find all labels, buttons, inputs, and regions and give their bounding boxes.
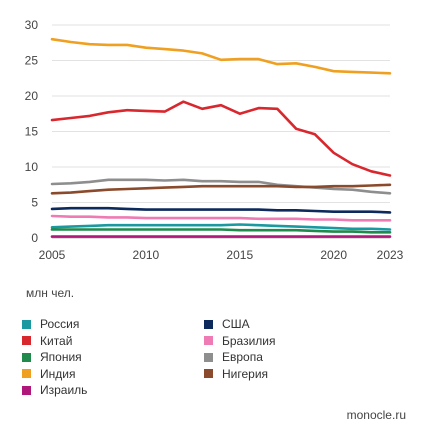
series-line-8 (50, 183, 392, 195)
legend-item: Индия (22, 367, 75, 381)
y-axis-ticks: 0 5 10 15 20 25 30 (25, 18, 39, 245)
legend-item: Европа (204, 350, 263, 364)
legend-label: Бразилия (222, 333, 276, 348)
series-lines (50, 37, 392, 238)
legend-item: Китай (22, 334, 72, 348)
x-axis-ticks: 2005 2010 2015 2020 2023 (39, 248, 404, 262)
series-line-2 (50, 228, 392, 234)
legend-item: Россия (22, 317, 79, 331)
legend-label: США (222, 317, 250, 331)
y-tick-label: 30 (25, 18, 39, 32)
legend-label: Китай (40, 333, 73, 348)
legend-label: Израиль (40, 383, 88, 397)
y-tick-label: 5 (31, 196, 38, 210)
legend-label: Европа (222, 350, 263, 364)
x-tick-label: 2010 (133, 248, 160, 262)
legend-swatch (204, 352, 213, 362)
series-line-1 (50, 100, 392, 177)
legend-item: Япония (22, 350, 82, 364)
legend-item: Бразилия (204, 334, 276, 348)
x-tick-label: 2015 (226, 248, 253, 262)
legend-swatch (22, 352, 31, 362)
unit-label: млн чел. (26, 286, 75, 300)
legend-swatch (204, 369, 213, 378)
series-line-5 (50, 206, 392, 214)
legend-label: Индия (40, 366, 76, 381)
legend-label: Россия (40, 317, 80, 331)
source-credit: monocle.ru (346, 408, 406, 422)
x-tick-label: 2020 (320, 248, 347, 262)
series-line-3 (50, 37, 392, 75)
legend-item: США (204, 317, 250, 331)
series-line-6 (50, 214, 392, 222)
legend-swatch (22, 369, 31, 378)
legend-swatch (204, 336, 213, 345)
legend-item: Нигерия (204, 367, 268, 381)
line-chart: 0 5 10 15 20 25 30 2005 2010 2015 2020 2023 (25, 18, 404, 262)
series-line-7 (50, 178, 392, 195)
legend-item: Израиль (22, 383, 87, 397)
legend-swatch (22, 336, 31, 345)
legend-swatch (22, 385, 31, 395)
y-tick-label: 25 (25, 54, 39, 68)
y-tick-label: 0 (31, 231, 38, 245)
legend-swatch (204, 319, 213, 329)
gridlines (52, 24, 390, 239)
y-tick-label: 15 (25, 125, 39, 139)
legend-label: Япония (40, 350, 82, 364)
legend-label: Нигерия (222, 366, 269, 381)
y-tick-label: 20 (25, 89, 39, 103)
x-tick-label: 2005 (39, 248, 66, 262)
legend-swatch (22, 319, 31, 329)
series-line-0 (50, 223, 392, 231)
x-tick-label: 2023 (377, 248, 404, 262)
y-tick-label: 10 (25, 160, 39, 174)
